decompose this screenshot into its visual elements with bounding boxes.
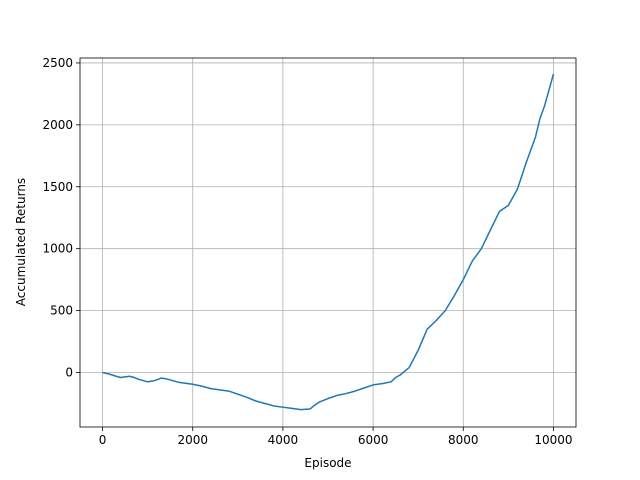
x-tick-label: 4000: [268, 433, 299, 447]
y-axis-ticks: 0 500 1000 1500 2000 2500: [42, 56, 80, 380]
y-tick-label: 2000: [42, 118, 73, 132]
x-tick-label: 2000: [177, 433, 208, 447]
x-tick-label: 0: [99, 433, 107, 447]
y-tick-label: 500: [50, 304, 73, 318]
x-tick-label: 6000: [358, 433, 389, 447]
x-axis-label: Episode: [304, 456, 351, 470]
y-tick-label: 2500: [42, 56, 73, 70]
series-layer: [102, 73, 555, 411]
y-tick-label: 1500: [42, 180, 73, 194]
plot-frame: [79, 57, 577, 428]
x-tick-label: 10000: [534, 433, 572, 447]
grid: [80, 58, 576, 427]
y-tick-label: 0: [65, 366, 73, 380]
y-axis-label: Accumulated Returns: [14, 178, 28, 306]
x-axis-ticks: 0 2000 4000 6000 8000 10000: [99, 427, 573, 447]
y-tick-label: 1000: [42, 242, 73, 256]
x-tick-label: 8000: [448, 433, 479, 447]
series-line-0: [102, 73, 555, 411]
